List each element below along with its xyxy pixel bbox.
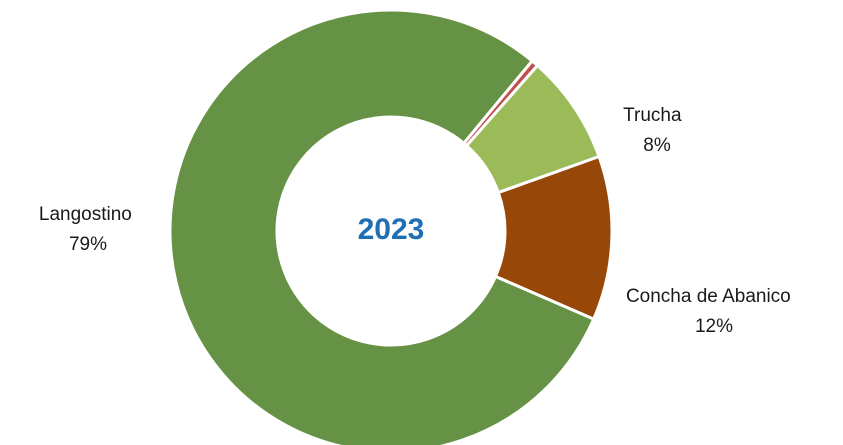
label-trucha: Trucha 8% [623,105,687,156]
label-concha-de-abanico: Concha de Abanico 12% [626,286,796,337]
label-langostino-name: Langostino [39,204,132,225]
slice-langostino [168,8,596,445]
donut-slices [168,8,614,445]
label-trucha-name: Trucha [623,105,682,126]
center-year-label: 2023 [358,213,425,246]
slice-otros [461,58,540,148]
label-concha-name: Concha de Abanico [626,286,791,307]
label-concha-pct: 12% [695,316,733,337]
label-langostino: Langostino 79% [39,204,137,255]
label-langostino-pct: 79% [69,234,107,255]
label-trucha-pct: 8% [643,135,671,156]
